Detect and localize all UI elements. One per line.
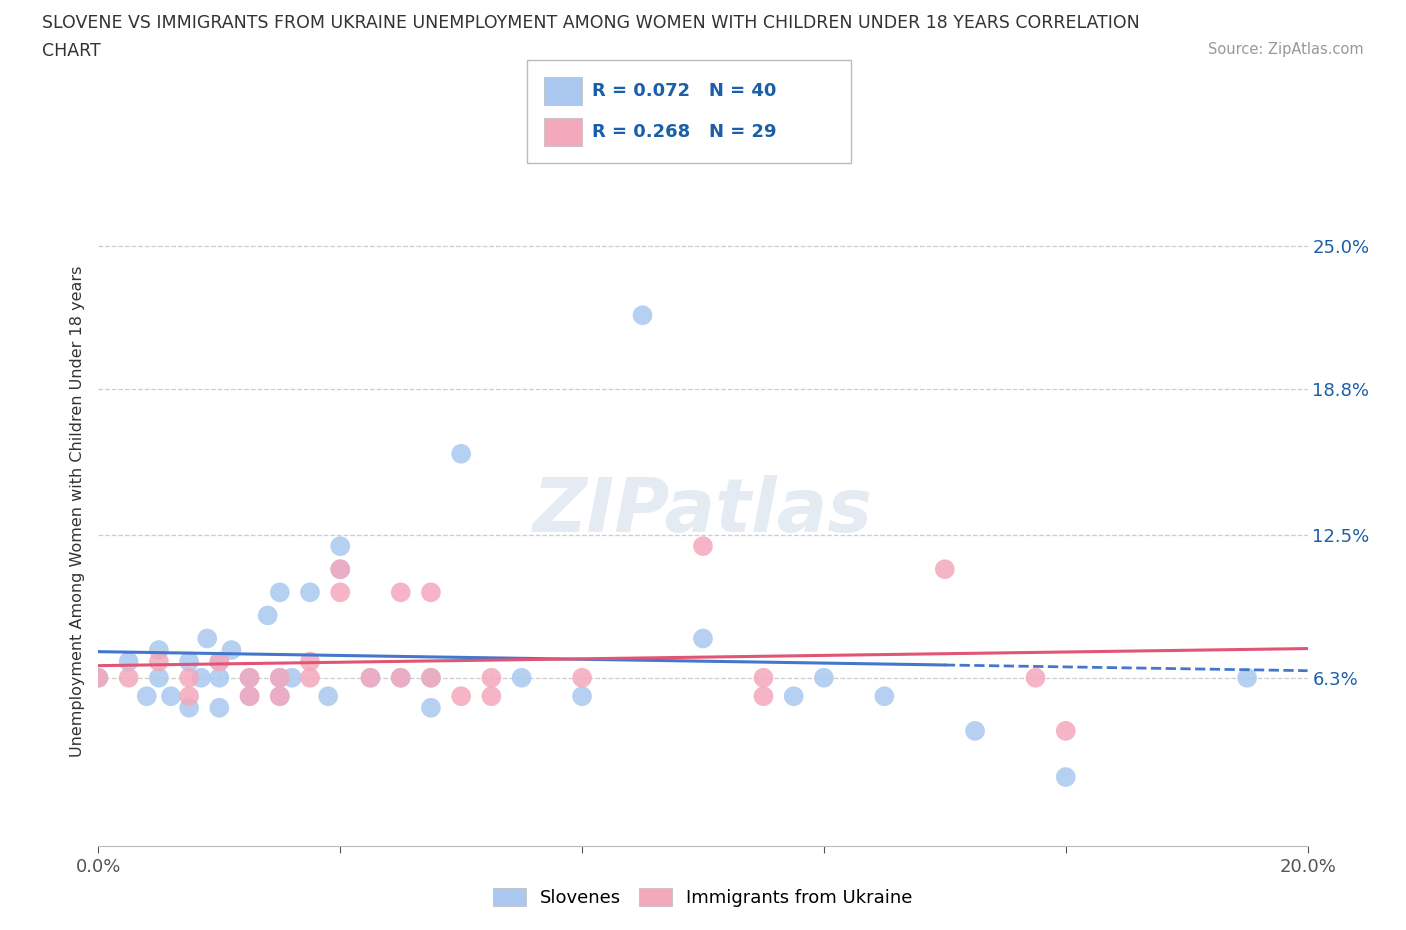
Point bbox=[934, 562, 956, 577]
Point bbox=[177, 700, 201, 715]
Point bbox=[299, 585, 322, 600]
Point bbox=[239, 671, 262, 685]
Point bbox=[208, 671, 231, 685]
Point bbox=[450, 689, 472, 704]
Point bbox=[329, 562, 352, 577]
Text: R = 0.072   N = 40: R = 0.072 N = 40 bbox=[592, 82, 776, 100]
Point bbox=[692, 538, 714, 553]
Point bbox=[782, 689, 804, 704]
Text: R = 0.268   N = 29: R = 0.268 N = 29 bbox=[592, 123, 776, 141]
Point bbox=[208, 654, 231, 669]
Point bbox=[360, 671, 382, 685]
Point bbox=[481, 689, 503, 704]
Point bbox=[135, 689, 157, 704]
Point bbox=[316, 689, 339, 704]
Point bbox=[160, 689, 183, 704]
Y-axis label: Unemployment Among Women with Children Under 18 years: Unemployment Among Women with Children U… bbox=[69, 266, 84, 757]
Point bbox=[208, 700, 231, 715]
Point bbox=[256, 608, 278, 623]
Point bbox=[195, 631, 218, 646]
Point bbox=[419, 671, 441, 685]
Point bbox=[87, 671, 110, 685]
Point bbox=[221, 643, 243, 658]
Point bbox=[269, 689, 291, 704]
Point bbox=[269, 585, 291, 600]
Point bbox=[873, 689, 896, 704]
Point bbox=[571, 689, 593, 704]
Point bbox=[752, 671, 775, 685]
Point bbox=[692, 631, 714, 646]
Point bbox=[177, 654, 201, 669]
Point bbox=[631, 308, 654, 323]
Point bbox=[269, 671, 291, 685]
Point bbox=[148, 643, 170, 658]
Point bbox=[269, 689, 291, 704]
Point bbox=[1054, 770, 1077, 785]
Point bbox=[329, 562, 352, 577]
Point bbox=[1236, 671, 1258, 685]
Point bbox=[752, 689, 775, 704]
Point bbox=[148, 654, 170, 669]
Point bbox=[419, 700, 441, 715]
Point bbox=[118, 671, 141, 685]
Point bbox=[299, 671, 322, 685]
Text: ZIPatlas: ZIPatlas bbox=[533, 475, 873, 548]
Point bbox=[87, 671, 110, 685]
Point bbox=[481, 671, 503, 685]
Point bbox=[510, 671, 533, 685]
Point bbox=[177, 671, 201, 685]
Point bbox=[389, 671, 412, 685]
Point bbox=[389, 671, 412, 685]
Point bbox=[118, 654, 141, 669]
Point bbox=[419, 585, 441, 600]
Point bbox=[239, 689, 262, 704]
Point bbox=[299, 654, 322, 669]
Point bbox=[965, 724, 987, 738]
Point bbox=[208, 654, 231, 669]
Point bbox=[239, 689, 262, 704]
Point bbox=[239, 671, 262, 685]
Point bbox=[450, 446, 472, 461]
Point bbox=[1054, 724, 1077, 738]
Point bbox=[281, 671, 304, 685]
Point bbox=[813, 671, 835, 685]
Point bbox=[389, 585, 412, 600]
Point bbox=[269, 671, 291, 685]
Text: Source: ZipAtlas.com: Source: ZipAtlas.com bbox=[1208, 42, 1364, 57]
Point bbox=[177, 689, 201, 704]
Point bbox=[329, 585, 352, 600]
Point bbox=[190, 671, 212, 685]
Point bbox=[571, 671, 593, 685]
Point bbox=[1024, 671, 1046, 685]
Point bbox=[419, 671, 441, 685]
Text: CHART: CHART bbox=[42, 42, 101, 60]
Point bbox=[148, 671, 170, 685]
Text: SLOVENE VS IMMIGRANTS FROM UKRAINE UNEMPLOYMENT AMONG WOMEN WITH CHILDREN UNDER : SLOVENE VS IMMIGRANTS FROM UKRAINE UNEMP… bbox=[42, 14, 1140, 32]
Point bbox=[360, 671, 382, 685]
Point bbox=[329, 538, 352, 553]
Legend: Slovenes, Immigrants from Ukraine: Slovenes, Immigrants from Ukraine bbox=[486, 881, 920, 914]
